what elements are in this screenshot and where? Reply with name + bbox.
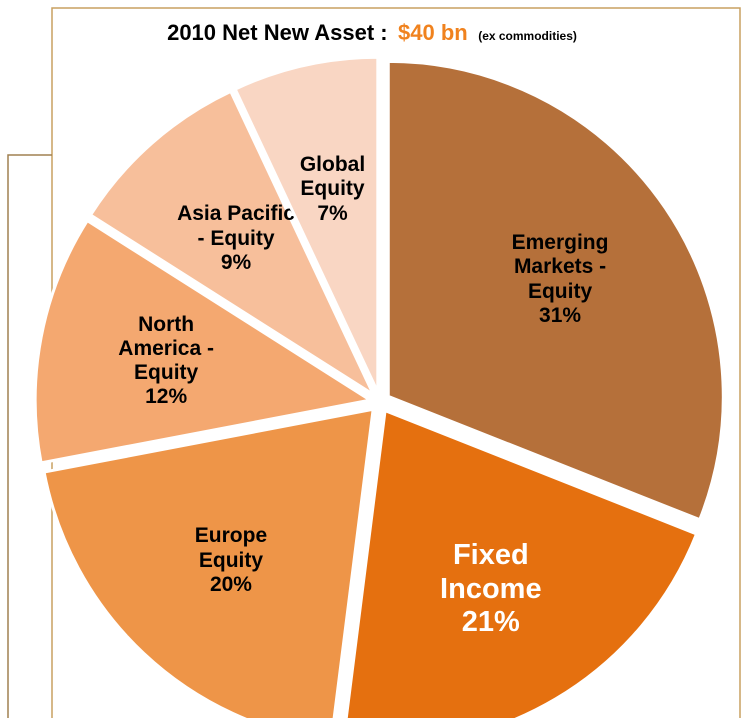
slice-category: Europe Equity bbox=[194, 524, 268, 572]
slice-category: Fixed Income bbox=[440, 539, 542, 605]
slice-label-box: Europe Equity 20% bbox=[151, 491, 311, 631]
slice-value-label: 7% bbox=[317, 201, 348, 225]
slice-category: Asia Pacific - Equity bbox=[177, 202, 295, 250]
pie-slice bbox=[344, 408, 699, 718]
slice-label-box: Fixed Income 21% bbox=[411, 514, 571, 664]
title-note: (ex commodities) bbox=[478, 29, 577, 43]
slice-category: North America - Equity bbox=[118, 312, 214, 385]
frame bbox=[7, 154, 52, 718]
slice-label-box: Emerging Markets - Equity 31% bbox=[480, 210, 640, 350]
slice-label-box: North America - Equity 12% bbox=[86, 291, 246, 431]
pie-slice bbox=[233, 55, 380, 393]
chart-title: 2010 Net New Asset : $40 bn (ex commodit… bbox=[167, 20, 577, 45]
slice-category: Global Equity bbox=[299, 153, 366, 201]
slice-value-label: 9% bbox=[220, 250, 252, 274]
slice-category: Emerging Markets - Equity bbox=[511, 231, 609, 303]
slice-label-box: Asia Pacific - Equity 9% bbox=[156, 169, 316, 309]
slice-value-label: 20% bbox=[209, 572, 252, 596]
slice-value-label: 21% bbox=[461, 606, 520, 639]
pie-slice bbox=[88, 89, 377, 399]
slice-value-label: 12% bbox=[145, 385, 188, 409]
title-text: 2010 Net New Asset : bbox=[167, 20, 388, 45]
pie-slice bbox=[42, 407, 375, 718]
slice-value-label: 31% bbox=[539, 303, 582, 327]
pie-slice bbox=[33, 218, 375, 465]
slice-label-box: Global Equity 7% bbox=[253, 120, 413, 260]
title-value: $40 bn bbox=[398, 20, 468, 45]
pie-slice bbox=[386, 59, 725, 522]
